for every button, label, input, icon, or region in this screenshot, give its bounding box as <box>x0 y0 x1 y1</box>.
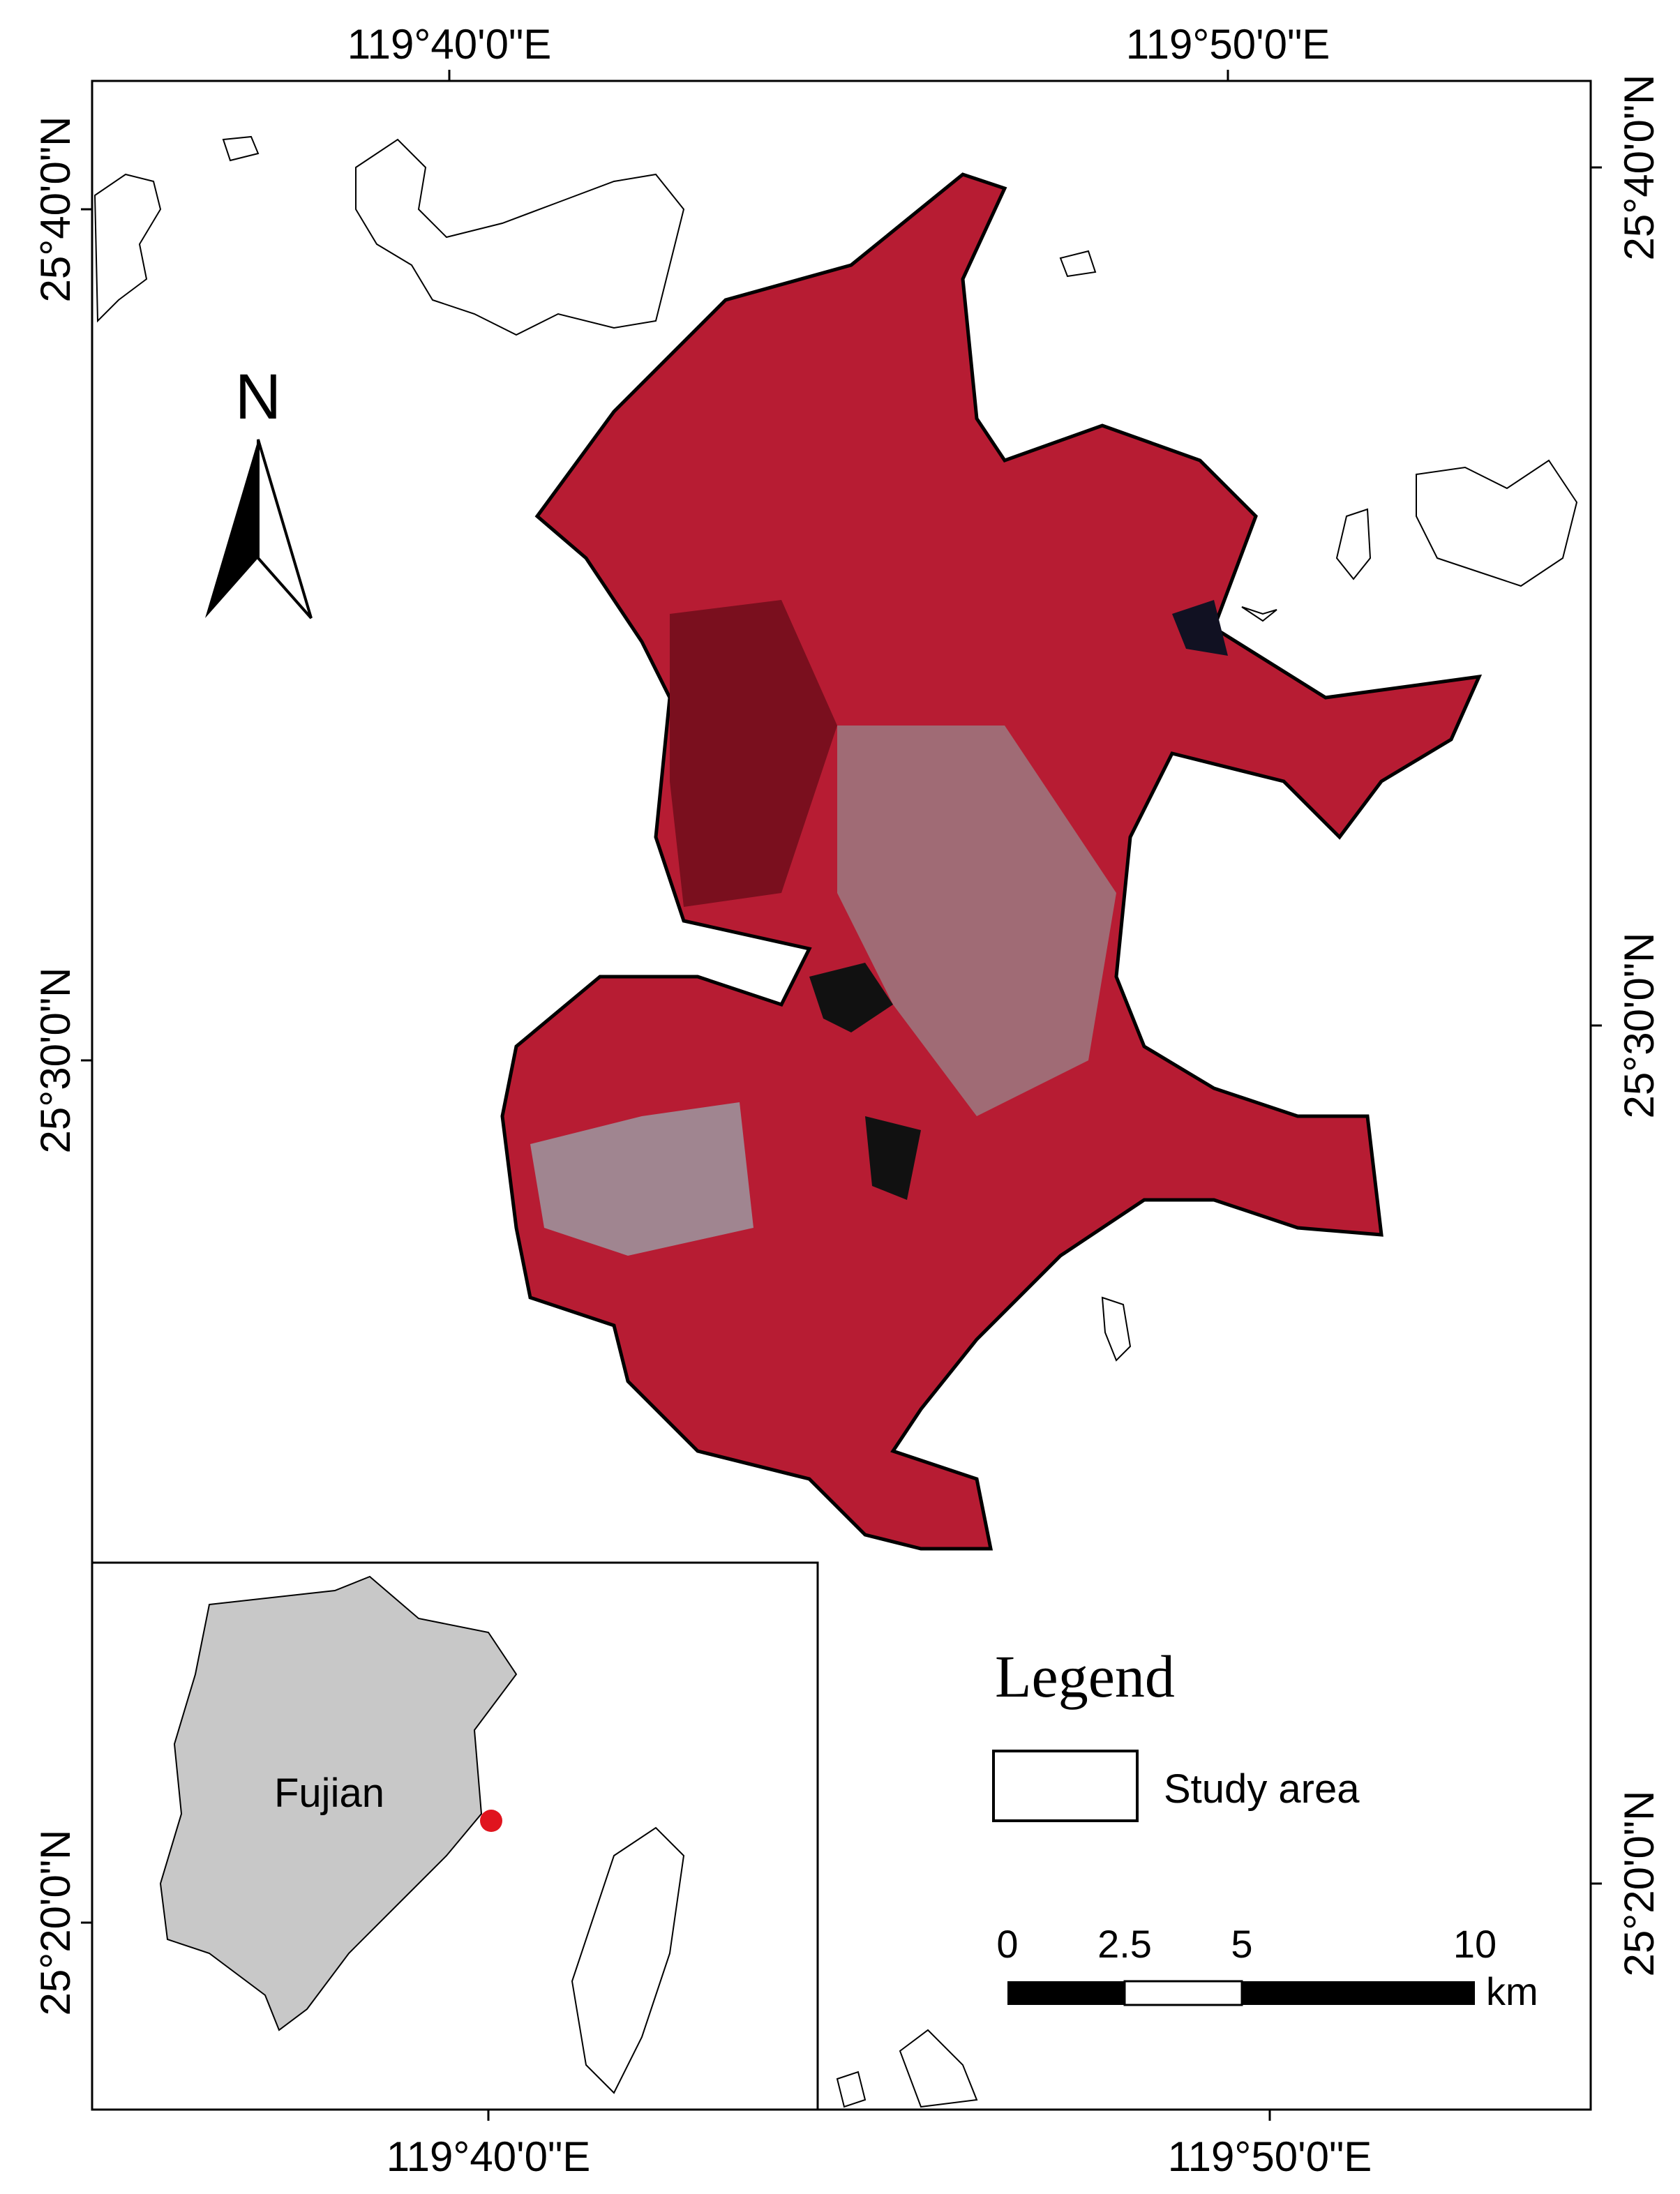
urban-region <box>530 1102 753 1256</box>
right-label: 25°30'0"N <box>1616 933 1663 1119</box>
scale-label: 2.5 <box>1097 1922 1152 1966</box>
north-label: N <box>235 361 281 433</box>
water-body <box>1172 600 1228 656</box>
left-label: 25°20'0"N <box>32 1830 79 2016</box>
scale-segment <box>1242 1981 1475 2005</box>
coastlines <box>93 135 1578 2108</box>
map-frame <box>91 80 1592 2111</box>
legend-item: Study area <box>1164 1766 1360 1812</box>
scale-label: 0 <box>996 1922 1018 1966</box>
scale-segment <box>1123 1980 1243 2006</box>
left-label: 25°40'0"N <box>32 117 79 303</box>
map-body <box>81 70 1602 2121</box>
legend-title: Legend <box>995 1643 1175 1710</box>
fujian-province <box>159 1575 518 2031</box>
bottom-label: 119°40'0"E <box>387 2133 591 2180</box>
right-label: 25°20'0"N <box>1616 1791 1663 1977</box>
legend-swatch <box>992 1750 1139 1822</box>
top-label: 119°50'0"E <box>1126 21 1330 68</box>
inset-label: Fujian <box>274 1771 384 1816</box>
water-body <box>865 1116 921 1200</box>
taiwan-outline <box>571 1826 685 2094</box>
scale-label: 10 <box>1453 1922 1497 1966</box>
north-arrow-left <box>205 439 258 618</box>
scale-unit: km <box>1486 1969 1538 2013</box>
urban-region <box>837 726 1116 1116</box>
study-area-location <box>480 1810 502 1832</box>
dark-region <box>670 600 837 907</box>
top-label: 119°40'0"E <box>347 21 552 68</box>
bottom-label: 119°50'0"E <box>1168 2133 1372 2180</box>
right-label: 25°40'0"N <box>1616 75 1663 261</box>
scale-segment <box>1007 1981 1125 2005</box>
graticule-ticks <box>81 70 1602 2121</box>
left-label: 25°30'0"N <box>32 968 79 1154</box>
water-body <box>809 963 893 1032</box>
north-arrow-right <box>257 439 313 619</box>
scale-label: 5 <box>1231 1922 1252 1966</box>
